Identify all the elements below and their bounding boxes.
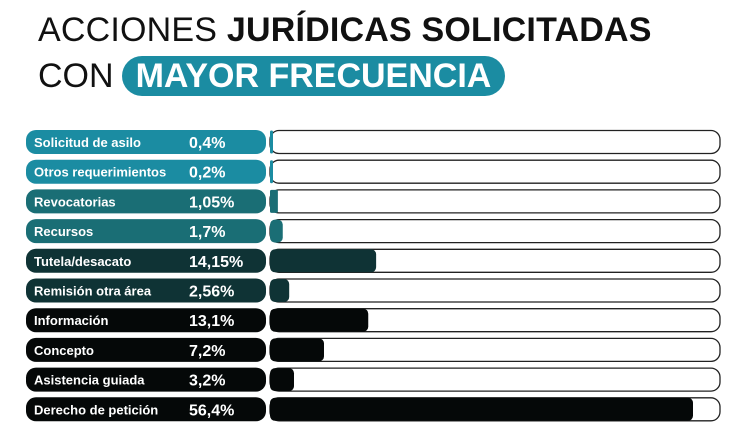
page-title-line-1: ACCIONES JURÍDICAS SOLICITADAS: [38, 10, 652, 50]
category-label: Recursos: [34, 224, 93, 239]
category-label-box: [26, 219, 266, 244]
category-label-box: [26, 278, 266, 303]
bar: [270, 368, 294, 392]
value-label: 14,15%: [189, 254, 243, 271]
bar: [270, 249, 377, 273]
category-label-box: [26, 130, 266, 154]
category-label: Solicitud de asilo: [34, 135, 141, 150]
value-label: 13,1%: [189, 313, 234, 330]
category-label: Asistencia guiada: [34, 373, 145, 388]
bar: [270, 160, 273, 184]
bar: [270, 397, 693, 421]
category-label: Revocatorias: [34, 194, 116, 209]
category-label-box: [26, 159, 266, 184]
category-label: Remisión otra área: [34, 284, 152, 299]
bar: [270, 130, 273, 154]
category-label: Derecho de petición: [34, 402, 158, 417]
category-label-box: [26, 337, 266, 362]
title-highlight-pill: MAYOR FRECUENCIA: [121, 56, 506, 96]
category-label-box: [26, 248, 266, 273]
value-label: 1,7%: [189, 224, 225, 241]
category-label-box: [26, 367, 266, 392]
value-label: 0,4%: [189, 135, 225, 152]
title-part-3: CON: [38, 57, 114, 95]
title-part-2: JURÍDICAS SOLICITADAS: [226, 11, 652, 49]
value-label: 1,05%: [189, 194, 234, 211]
bar-track: [269, 278, 721, 303]
category-label: Concepto: [34, 343, 94, 358]
value-label: 7,2%: [189, 343, 225, 360]
category-label-box: [26, 308, 266, 333]
bar-track: [269, 367, 721, 392]
category-label-box: [26, 397, 266, 422]
value-label: 56,4%: [189, 402, 234, 419]
category-label: Otros requerimientos: [34, 165, 166, 180]
bar: [270, 279, 290, 302]
bar: [270, 338, 324, 362]
bar-track: [269, 189, 721, 214]
title-part-1: ACCIONES: [38, 11, 227, 49]
bar-track: [269, 337, 721, 363]
category-label: Información: [34, 313, 108, 328]
bar: [270, 308, 369, 332]
value-label: 3,2%: [189, 373, 225, 390]
value-label: 2,56%: [189, 284, 234, 301]
category-label-box: [26, 189, 266, 214]
page-title-line-2: CON MAYOR FRECUENCIA: [38, 56, 506, 96]
category-label: Tutela/desacato: [34, 254, 131, 269]
bar-track: [269, 218, 721, 244]
value-label: 0,2%: [189, 165, 225, 182]
bar-track: [269, 129, 721, 155]
bar: [270, 189, 278, 213]
bar: [270, 219, 283, 243]
bar-track: [269, 159, 721, 184]
